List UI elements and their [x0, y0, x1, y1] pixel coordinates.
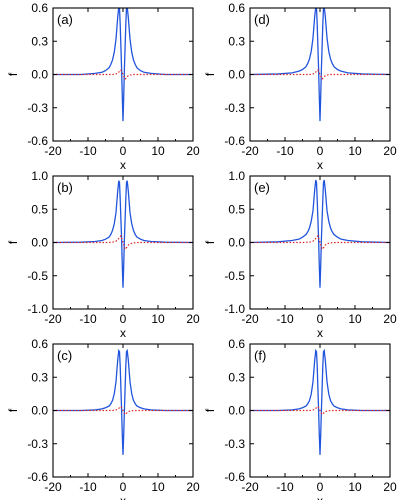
y-tick-label: 0.3: [228, 370, 245, 384]
x-axis-label: x: [120, 158, 126, 172]
y-tick-label: 0.0: [31, 68, 48, 82]
y-tick-label: -0.3: [224, 101, 245, 115]
y-tick-label: -0.6: [224, 134, 245, 148]
y-tick-label: -0.3: [27, 101, 48, 115]
series-line-red-dotted: [53, 405, 193, 416]
x-tick-label: 20: [186, 144, 200, 158]
x-axis-label: x: [317, 158, 323, 172]
panel-b: -20 -10 0 10 20 -1.0 -0.5 0.0 0.5 1.0 x f (b): [6, 169, 200, 340]
series-line-blue-solid: [250, 8, 390, 122]
y-tick-label: 0.6: [228, 1, 245, 15]
y-tick-label: -0.5: [27, 269, 48, 283]
x-tick-label: 10: [151, 312, 165, 326]
y-tick-label: 0.5: [228, 202, 245, 216]
panel-label: (c): [57, 348, 72, 363]
x-tick-label: -20: [44, 144, 62, 158]
x-tick-label: -20: [44, 312, 62, 326]
x-tick-label: -20: [44, 480, 62, 494]
x-tick-label: -20: [241, 312, 259, 326]
x-tick-label: -10: [79, 144, 97, 158]
x-tick-label: 20: [383, 312, 397, 326]
y-tick-label: 0.6: [228, 337, 245, 351]
y-tick-label: -1.0: [224, 302, 245, 316]
y-tick-label: 0.0: [228, 68, 245, 82]
series-line-red-dotted: [250, 405, 390, 416]
y-tick-label: 0.0: [228, 236, 245, 250]
panel-c: -20 -10 0 10 20 -0.6 -0.3 0.0 0.3 0.6 x f (c): [6, 337, 200, 500]
y-tick-label: -1.0: [27, 302, 48, 316]
y-tick-label: 0.6: [31, 1, 48, 15]
y-tick-label: 1.0: [31, 169, 48, 183]
x-tick-label: 20: [186, 480, 200, 494]
x-tick-label: -20: [241, 144, 259, 158]
series-line-red-dotted: [250, 234, 390, 251]
series-line-red-dotted: [53, 234, 193, 251]
y-axis-label: f: [6, 408, 20, 412]
x-tick-label: 0: [317, 312, 324, 326]
x-axis-label: x: [120, 494, 126, 500]
x-tick-label: -10: [276, 144, 294, 158]
x-axis-label: x: [317, 326, 323, 340]
y-axis-label: f: [203, 240, 217, 244]
y-tick-label: -0.6: [224, 470, 245, 484]
x-tick-label: 10: [151, 144, 165, 158]
y-tick-label: 0.3: [31, 34, 48, 48]
panel-d: -20 -10 0 10 20 -0.6 -0.3 0.0 0.3 0.6 x f (d): [203, 1, 397, 172]
series-line-red-dotted: [250, 69, 390, 80]
x-tick-label: 10: [151, 480, 165, 494]
series-line-blue-solid: [250, 348, 390, 455]
x-tick-label: 0: [120, 480, 127, 494]
y-tick-label: -0.6: [27, 134, 48, 148]
x-tick-label: 10: [348, 480, 362, 494]
x-tick-label: -10: [79, 480, 97, 494]
panel-label: (f): [254, 348, 266, 363]
y-tick-label: 0.0: [31, 404, 48, 418]
y-axis-label: f: [203, 408, 217, 412]
panel-label: (a): [57, 12, 73, 27]
x-tick-label: -10: [79, 312, 97, 326]
x-axis-label: x: [120, 326, 126, 340]
y-tick-label: 1.0: [228, 169, 245, 183]
y-axis-label: f: [203, 72, 217, 76]
series-line-blue-solid: [53, 8, 193, 122]
panel-label: (d): [254, 12, 270, 27]
x-axis-label: x: [317, 494, 323, 500]
series-line-red-dotted: [53, 69, 193, 80]
panel-label: (b): [57, 180, 73, 195]
panel-a: -20 -10 0 10 20 -0.6 -0.3 0.0 0.3 0.6 x f (a): [6, 1, 200, 172]
y-tick-label: -0.5: [224, 269, 245, 283]
x-tick-label: 0: [120, 144, 127, 158]
x-tick-label: -10: [276, 312, 294, 326]
x-tick-label: 0: [120, 312, 127, 326]
x-tick-label: 20: [383, 144, 397, 158]
x-tick-label: 10: [348, 312, 362, 326]
y-tick-label: -0.3: [27, 437, 48, 451]
y-tick-label: 0.6: [31, 337, 48, 351]
x-tick-label: 0: [317, 144, 324, 158]
y-axis-label: f: [6, 72, 20, 76]
y-tick-label: 0.3: [228, 34, 245, 48]
panel-e: -20 -10 0 10 20 -1.0 -0.5 0.0 0.5 1.0 x f (e): [203, 169, 397, 340]
y-tick-label: -0.3: [224, 437, 245, 451]
y-tick-label: 0.0: [228, 404, 245, 418]
series-line-blue-solid: [53, 180, 193, 288]
y-tick-label: -0.6: [27, 470, 48, 484]
series-line-blue-solid: [53, 348, 193, 455]
y-tick-label: 0.5: [31, 202, 48, 216]
y-tick-label: 0.3: [31, 370, 48, 384]
x-tick-label: 10: [348, 144, 362, 158]
x-tick-label: -20: [241, 480, 259, 494]
panel-f: -20 -10 0 10 20 -0.6 -0.3 0.0 0.3 0.6 x f (f): [203, 337, 397, 500]
x-tick-label: -10: [276, 480, 294, 494]
series-line-blue-solid: [250, 179, 390, 288]
panel-label: (e): [254, 180, 270, 195]
y-axis-label: f: [6, 240, 20, 244]
x-tick-label: 20: [186, 312, 200, 326]
y-tick-label: 0.0: [31, 236, 48, 250]
x-tick-label: 0: [317, 480, 324, 494]
x-tick-label: 20: [383, 480, 397, 494]
